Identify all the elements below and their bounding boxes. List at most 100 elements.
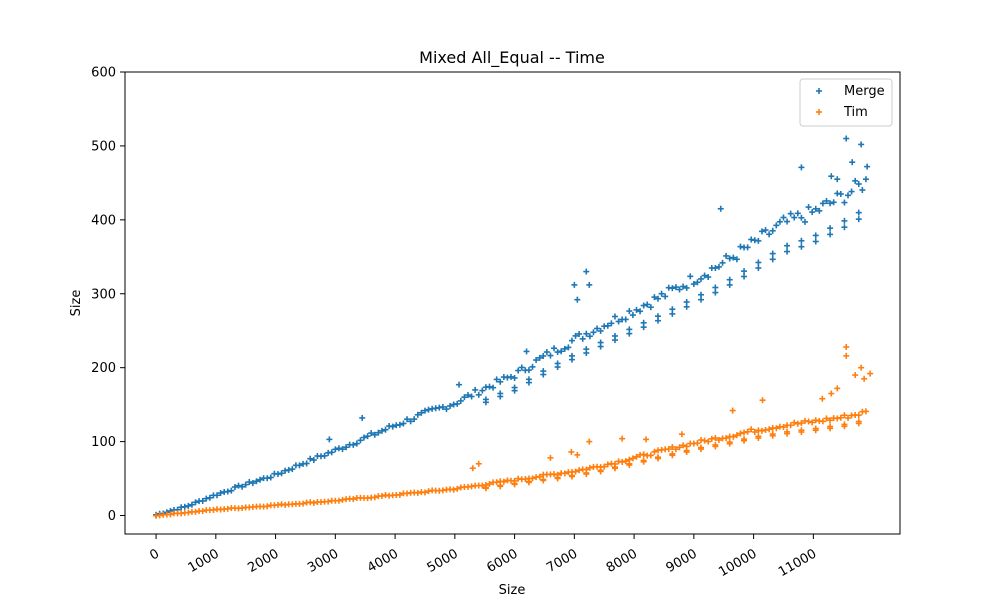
data-point: [672, 284, 679, 291]
x-tick-label: 5000: [425, 546, 461, 576]
data-point: [769, 227, 776, 234]
outlier-point: [523, 348, 530, 355]
data-point: [798, 214, 805, 221]
data-point: [586, 333, 593, 340]
data-point: [748, 426, 755, 433]
data-point: [561, 345, 568, 352]
data-point: [780, 424, 787, 431]
series-tim: [153, 343, 874, 519]
data-point: [680, 283, 687, 290]
legend-marker-merge: [816, 88, 822, 94]
x-tick-label: 10000: [716, 546, 759, 580]
data-point: [185, 502, 192, 509]
data-point: [235, 482, 242, 489]
x-tick-label: 9000: [664, 546, 700, 576]
outlier-point: [843, 135, 850, 142]
data-point: [726, 276, 733, 283]
data-point: [712, 284, 719, 291]
x-tick-label: 0: [147, 546, 162, 563]
data-point: [551, 345, 558, 352]
data-point: [676, 286, 683, 293]
data-point: [784, 248, 791, 255]
data-point: [339, 446, 346, 453]
data-point: [479, 387, 486, 394]
data-point: [468, 393, 475, 400]
data-point: [715, 263, 722, 270]
data-point: [246, 478, 253, 485]
data-point: [497, 393, 504, 400]
data-point: [525, 479, 532, 486]
outlier-point: [574, 296, 581, 303]
data-point: [543, 349, 550, 356]
data-point: [773, 425, 780, 432]
data-point: [758, 427, 765, 434]
data-point: [414, 411, 421, 418]
data-point: [626, 308, 633, 315]
data-point: [744, 428, 751, 435]
data-point: [576, 330, 583, 337]
data-point: [443, 406, 450, 413]
data-point: [619, 458, 626, 465]
data-point: [461, 394, 468, 401]
data-point: [257, 476, 264, 483]
data-point: [812, 238, 819, 245]
data-point: [626, 462, 633, 469]
data-point: [705, 438, 712, 445]
data-point: [694, 279, 701, 286]
data-point: [217, 490, 224, 497]
data-point: [733, 256, 740, 263]
data-point: [540, 477, 547, 484]
data-point: [798, 420, 805, 427]
data-point: [841, 224, 848, 231]
data-point: [497, 483, 504, 490]
data-point: [640, 302, 647, 309]
outlier-point: [867, 370, 874, 377]
outlier-point: [819, 395, 826, 402]
data-point: [805, 418, 812, 425]
data-point: [601, 463, 608, 470]
data-point: [242, 481, 249, 488]
data-point: [816, 207, 823, 214]
data-point: [715, 436, 722, 443]
x-tick-label: 11000: [776, 546, 819, 580]
data-point: [769, 250, 776, 257]
data-point: [680, 442, 687, 449]
data-point: [529, 363, 536, 370]
data-point: [780, 214, 787, 221]
data-point: [809, 209, 816, 216]
data-point: [572, 332, 579, 339]
data-point: [525, 367, 532, 374]
data-point: [726, 255, 733, 262]
outlier-point: [717, 205, 724, 212]
data-point: [418, 409, 425, 416]
data-point: [845, 415, 852, 422]
data-point: [769, 432, 776, 439]
x-tick-label: 2000: [245, 546, 281, 576]
data-point: [188, 501, 195, 508]
data-point: [568, 337, 575, 344]
data-point: [841, 423, 848, 430]
data-point: [450, 486, 457, 493]
data-point: [278, 470, 285, 477]
y-axis-ticks: 0 100 200 300 400 500 600: [91, 66, 125, 524]
data-point: [228, 487, 235, 494]
x-tick-label: 6000: [484, 546, 520, 576]
data-point: [855, 420, 862, 427]
data-point: [726, 440, 733, 447]
data-point: [805, 204, 812, 211]
data-point: [812, 232, 819, 239]
outlier-point: [858, 364, 865, 371]
data-point: [486, 481, 493, 488]
data-point: [712, 289, 719, 296]
data-point: [845, 192, 852, 199]
data-point: [794, 210, 801, 217]
data-point: [837, 414, 844, 421]
data-point: [615, 318, 622, 325]
data-point: [658, 290, 665, 297]
outlier-point: [643, 436, 650, 443]
data-point: [769, 256, 776, 263]
data-point: [669, 285, 676, 292]
data-point: [608, 320, 615, 327]
data-point: [597, 343, 604, 350]
outlier-point: [864, 163, 871, 170]
